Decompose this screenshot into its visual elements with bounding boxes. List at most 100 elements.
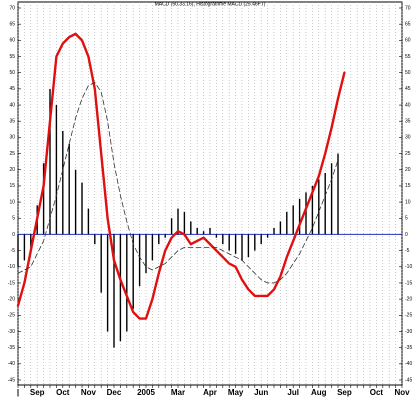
y-tick-label-right: -5 xyxy=(405,248,410,254)
histogram-bar xyxy=(126,234,128,332)
y-tick-label-right: 20 xyxy=(405,167,411,173)
y-tick-label-right: 10 xyxy=(405,199,411,205)
histogram-bar xyxy=(318,179,320,235)
histogram-bar xyxy=(337,153,339,235)
histogram-bar xyxy=(55,105,58,235)
histogram-bar xyxy=(158,234,160,245)
y-tick-label: 70 xyxy=(9,5,15,11)
histogram-bar xyxy=(94,234,96,245)
y-tick-label: 40 xyxy=(9,102,15,108)
y-tick-label: 5 xyxy=(12,216,15,222)
histogram-bar xyxy=(42,163,45,235)
histogram-bar xyxy=(247,234,250,258)
chart-title: MACD (50.33.16), Histogramme MACD (25.46… xyxy=(155,1,266,7)
x-tick-label: Jun xyxy=(254,388,268,397)
histogram-bar xyxy=(215,234,218,238)
histogram-bar xyxy=(273,227,275,235)
histogram-bar xyxy=(151,234,154,261)
y-tick-label: -45 xyxy=(8,377,15,383)
histogram-bar xyxy=(279,221,282,235)
y-tick-label: -25 xyxy=(8,313,15,319)
histogram-bar xyxy=(254,234,256,251)
x-tick-label: Oct xyxy=(370,388,384,397)
histogram-bar xyxy=(286,211,288,235)
histogram-bar xyxy=(74,169,77,235)
y-tick-label: -15 xyxy=(8,280,15,286)
y-tick-label: 35 xyxy=(9,119,15,125)
signal-line xyxy=(17,82,339,284)
y-tick-label: 60 xyxy=(9,38,15,44)
y-tick-label-right: -10 xyxy=(405,264,412,270)
histogram-bar xyxy=(202,231,205,235)
histogram-bar xyxy=(113,234,115,348)
histogram-bar xyxy=(324,172,326,235)
x-tick-label: Sep xyxy=(337,388,352,397)
histogram-bar xyxy=(49,88,51,235)
y-tick-label: -40 xyxy=(8,361,15,367)
y-tick-label: -20 xyxy=(8,296,15,302)
y-tick-label: 0 xyxy=(12,232,15,238)
histogram-bar xyxy=(292,205,294,235)
histogram-bar xyxy=(196,227,198,235)
y-tick-label: -35 xyxy=(8,345,15,351)
y-tick-label: -30 xyxy=(8,329,15,335)
y-tick-label: 50 xyxy=(9,70,15,76)
y-tick-label-right: -25 xyxy=(405,313,412,319)
histogram-bar xyxy=(228,234,230,251)
histogram-bar xyxy=(266,234,269,238)
macd-line xyxy=(16,32,346,320)
y-tick-label-right: 50 xyxy=(405,70,411,76)
x-tick-label: 2005 xyxy=(137,388,155,397)
y-tick-label: 25 xyxy=(9,151,15,157)
y-tick-label: -5 xyxy=(11,248,16,254)
y-tick-label-right: -15 xyxy=(405,280,412,286)
x-tick-label: | xyxy=(17,388,19,397)
y-tick-label: -10 xyxy=(8,264,15,270)
y-tick-label-right: 30 xyxy=(405,135,411,141)
histogram-bar xyxy=(183,211,186,235)
x-tick-label: Aug xyxy=(311,388,327,397)
histogram-bar xyxy=(260,234,262,245)
histogram-bar xyxy=(23,234,26,261)
x-tick-label: Sep xyxy=(30,388,45,397)
y-tick-label: 15 xyxy=(9,183,15,189)
histogram-bar xyxy=(170,218,173,235)
histogram-bar xyxy=(222,234,224,245)
y-tick-label: 45 xyxy=(9,86,15,92)
histogram-bar xyxy=(87,208,90,235)
y-tick-label: 65 xyxy=(9,22,15,28)
y-tick-label: 10 xyxy=(9,199,15,205)
histogram-bar xyxy=(305,192,307,235)
y-tick-label-right: -30 xyxy=(405,329,412,335)
x-tick-label: Nov xyxy=(81,388,97,397)
y-tick-label-right: 45 xyxy=(405,86,411,92)
histogram-bar xyxy=(100,234,102,293)
histogram-bar xyxy=(177,208,179,235)
y-tick-label-right: 0 xyxy=(405,232,408,238)
x-tick-label: Dec xyxy=(107,388,122,397)
histogram-bar xyxy=(81,182,83,235)
x-tick-label: Apr xyxy=(203,388,217,397)
y-tick-label-right: 35 xyxy=(405,119,411,125)
y-tick-label-right: 60 xyxy=(405,38,411,44)
x-tick-label: Nov xyxy=(394,388,410,397)
histogram-bar xyxy=(30,234,32,248)
y-tick-label: 55 xyxy=(9,54,15,60)
x-tick-label: May xyxy=(228,388,244,397)
x-tick-label: Mar xyxy=(171,388,185,397)
histogram-bar xyxy=(138,234,141,287)
y-tick-label-right: 25 xyxy=(405,151,411,157)
histogram-bar xyxy=(119,234,122,342)
y-tick-label-right: 40 xyxy=(405,102,411,108)
histogram-bar xyxy=(62,130,64,235)
histogram-bar xyxy=(145,234,147,274)
y-tick-label-right: -35 xyxy=(405,345,412,351)
histogram-bar xyxy=(190,221,192,235)
x-tick-label: Oct xyxy=(56,388,70,397)
histogram-bar xyxy=(311,185,314,235)
y-tick-label-right: 15 xyxy=(405,183,411,189)
y-tick-label-right: -20 xyxy=(405,296,412,302)
histogram-bar xyxy=(17,234,19,267)
histogram-bar xyxy=(241,234,243,261)
